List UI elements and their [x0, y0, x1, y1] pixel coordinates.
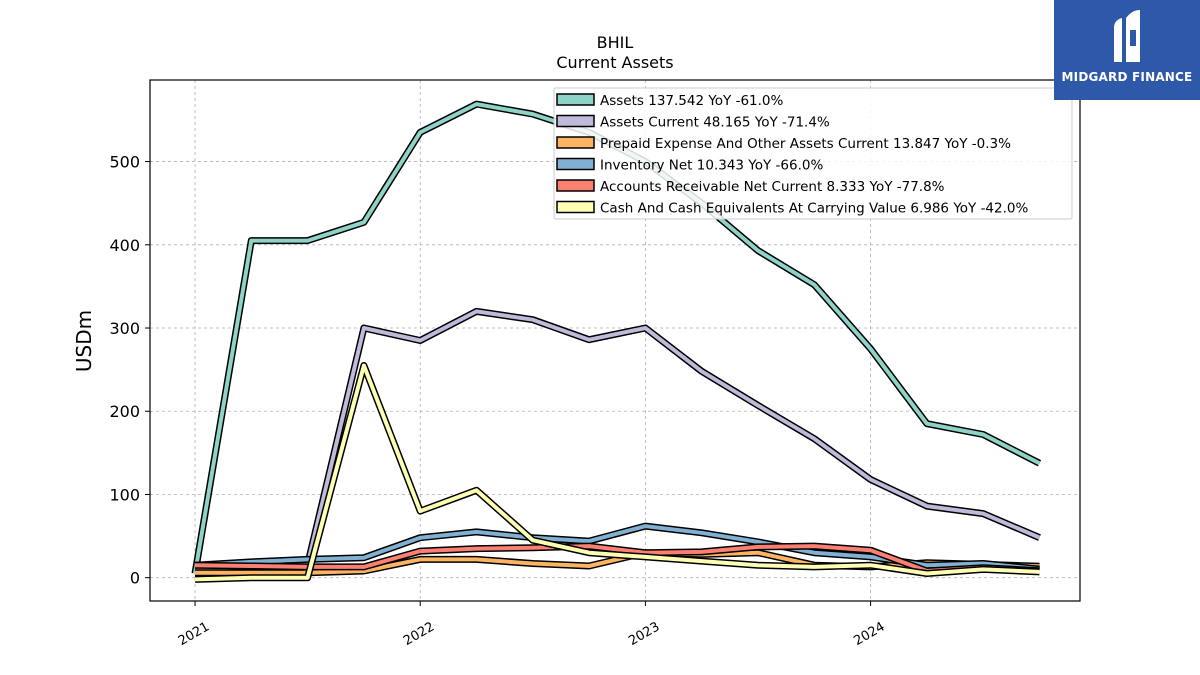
legend-swatch-5 [556, 200, 595, 214]
legend-label-3: Inventory Net 10.343 YoY -66.0% [600, 158, 823, 174]
chart-title: BHIL [597, 33, 634, 52]
series-line-5 [194, 363, 1040, 582]
series-line-2 [195, 550, 1040, 575]
legend-label-0: Assets 137.542 YoY -61.0% [600, 93, 784, 109]
series-line-4 [194, 544, 1040, 573]
series-line-1 [194, 309, 1041, 572]
x-tick-label: 2024 [851, 619, 887, 649]
legend-swatch-0 [556, 93, 595, 106]
x-tick-label: 2022 [401, 619, 437, 649]
y-axis-label: USDm [72, 310, 96, 372]
legend-swatch-3 [556, 157, 595, 171]
legend-swatch-4 [556, 179, 595, 192]
y-tick-label: 300 [109, 319, 140, 338]
legend-label-1: Assets Current 48.165 YoY -71.4% [600, 115, 830, 131]
x-tick-label: 2021 [176, 619, 212, 649]
x-tick-label: 2023 [626, 619, 662, 649]
logo-text: MIDGARD FINANCE [1061, 70, 1193, 84]
series-layer [191, 100, 1042, 583]
midgard-logo-icon [1114, 10, 1140, 62]
legend-label-4: Accounts Receivable Net Current 8.333 Yo… [600, 179, 945, 195]
y-tick-label: 200 [109, 402, 140, 421]
legend-label-5: Cash And Cash Equivalents At Carrying Va… [600, 201, 1028, 217]
y-tick-label: 400 [109, 236, 140, 255]
plot-frame [149, 79, 1081, 602]
legend-label-2: Prepaid Expense And Other Assets Current… [600, 136, 1011, 152]
legend-swatch-2 [556, 136, 595, 149]
y-tick-label: 500 [109, 153, 140, 172]
chart-subtitle: Current Assets [556, 53, 673, 72]
midgard-logo: MIDGARD FINANCE [1054, 0, 1200, 100]
y-tick-label: 100 [109, 485, 140, 504]
y-tick-label: 0 [130, 569, 140, 588]
legend-box [553, 87, 1073, 220]
legend-swatch-1 [556, 114, 595, 128]
legend: Assets 137.542 YoY -61.0% Assets Current … [553, 87, 1073, 220]
